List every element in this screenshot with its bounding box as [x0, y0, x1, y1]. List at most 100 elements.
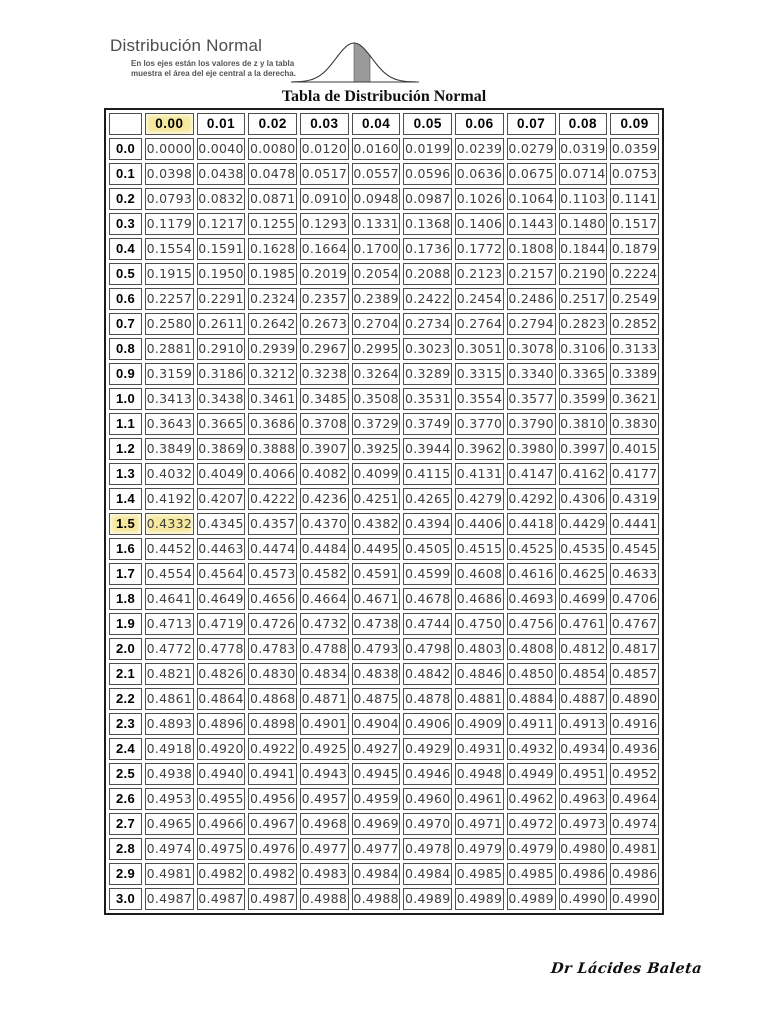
table-cell: 0.4965: [145, 813, 194, 835]
table-cell: 0.0596: [403, 163, 453, 185]
table-cell: 0.4854: [558, 663, 608, 685]
table-cell: 0.4952: [610, 763, 659, 785]
table-cell: 0.4901: [300, 713, 349, 735]
normal-curve-icon: [291, 42, 419, 83]
table-row-z-0.6: 0.6 0.2257 0.2291 0.2324 0.2357 0.2389 0.2422 0…: [109, 288, 659, 310]
table-cell: 0.2190: [558, 263, 608, 285]
table-cell: 0.4916: [610, 713, 659, 735]
table-row-z-1.9: 1.9 0.4713 0.4719 0.4726 0.4732 0.4738 0.4744 0…: [109, 613, 659, 635]
table-row-z-0.9: 0.9 0.3159 0.3186 0.3212 0.3238 0.3264 0.3289 0…: [109, 363, 659, 385]
table-cell: 0.4982: [248, 863, 298, 885]
table-cell: 0.4949: [506, 763, 556, 785]
table-cell: 0.3264: [351, 363, 401, 385]
table-cell: 0.4474: [248, 538, 298, 560]
col-header-0.05: 0.05: [403, 113, 453, 135]
table-cell: 0.1808: [506, 238, 556, 260]
table-cell: 0.2764: [455, 313, 504, 335]
table-cell: 0.0675: [506, 163, 556, 185]
table-cell: 0.4671: [351, 588, 401, 610]
col-header-0.02: 0.02: [248, 113, 298, 135]
table-cell: 0.4608: [455, 563, 504, 585]
table-cell: 0.4808: [506, 638, 556, 660]
table-row-z-0.0: 0.0 0.0000 0.0040 0.0080 0.0120 0.0160 0.0199 0…: [109, 138, 659, 160]
table-cell: 0.4812: [558, 638, 608, 660]
table-cell: 0.0199: [403, 138, 453, 160]
table-cell: 0.1255: [248, 213, 298, 235]
table-cell: 0.4971: [455, 813, 504, 835]
col-header-0.06: 0.06: [455, 113, 504, 135]
table-cell: 0.4868: [248, 688, 298, 710]
table-cell: 0.3749: [403, 413, 453, 435]
row-header-1.3: 1.3: [109, 463, 142, 485]
table-cell: 0.4976: [248, 838, 298, 860]
table-cell: 0.4864: [196, 688, 246, 710]
table-row-z-2.8: 2.8 0.4974 0.4975 0.4976 0.4977 0.4977 0.4978 0…: [109, 838, 659, 860]
table-row-z-2.2: 2.2 0.4861 0.4864 0.4868 0.4871 0.4875 0.4878 0…: [109, 688, 659, 710]
table-cell: 0.4893: [145, 713, 194, 735]
table-cell: 0.4983: [300, 863, 349, 885]
table-cell: 0.4857: [610, 663, 659, 685]
table-row-z-2.3: 2.3 0.4893 0.4896 0.4898 0.4901 0.4904 0.4906 0…: [109, 713, 659, 735]
table-row-z-2.7: 2.7 0.4965 0.4966 0.4967 0.4968 0.4969 0.4970 0…: [109, 813, 659, 835]
table-cell: 0.4989: [403, 888, 453, 910]
table-cell: 0.3438: [196, 388, 246, 410]
table-cell: 0.1915: [145, 263, 194, 285]
table-cell: 0.4977: [300, 838, 349, 860]
table-cell: 0.4922: [248, 738, 298, 760]
table-cell: 0.4842: [403, 663, 453, 685]
table-row-z-1.7: 1.7 0.4554 0.4564 0.4573 0.4582 0.4591 0.4599 0…: [109, 563, 659, 585]
table-cell: 0.3212: [248, 363, 298, 385]
table-cell: 0.3665: [196, 413, 246, 435]
table-cell: 0.0438: [196, 163, 246, 185]
table-cell: 0.4803: [455, 638, 504, 660]
table-cell: 0.4913: [558, 713, 608, 735]
table-cell: 0.0793: [145, 188, 194, 210]
table-cell: 0.4370: [300, 513, 349, 535]
table-cell: 0.4599: [403, 563, 453, 585]
col-header-0.08: 0.08: [558, 113, 608, 135]
table-cell: 0.4951: [558, 763, 608, 785]
table-cell: 0.1844: [558, 238, 608, 260]
row-header-2.3: 2.3: [109, 713, 142, 735]
table-row-z-3.0: 3.0 0.4987 0.4987 0.4987 0.4988 0.4988 0.4989 0…: [109, 888, 659, 910]
table-cell: 0.0636: [455, 163, 504, 185]
table-cell: 0.2357: [300, 288, 349, 310]
table-cell: 0.4984: [351, 863, 401, 885]
table-cell: 0.4948: [455, 763, 504, 785]
table-cell: 0.4946: [403, 763, 453, 785]
row-header-0.7: 0.7: [109, 313, 142, 335]
table-cell: 0.0987: [403, 188, 453, 210]
table-cell: 0.4943: [300, 763, 349, 785]
table-cell: 0.3461: [248, 388, 298, 410]
table-row-z-1.3: 1.3 0.4032 0.4049 0.4066 0.4082 0.4099 0.4115 0…: [109, 463, 659, 485]
table-cell: 0.4990: [610, 888, 659, 910]
table-cell: 0.4940: [196, 763, 246, 785]
table-row-z-1.5: 1.5 0.4332 0.4345 0.4357 0.4370 0.4382 0.4394 0…: [109, 513, 659, 535]
table-cell: 0.4535: [558, 538, 608, 560]
table-cell: 0.4015: [610, 438, 659, 460]
table-cell: 0.2291: [196, 288, 246, 310]
row-header-2.7: 2.7: [109, 813, 142, 835]
col-header-0.07: 0.07: [506, 113, 556, 135]
table-cell: 0.3888: [248, 438, 298, 460]
table-cell: 0.2224: [610, 263, 659, 285]
table-cell: 0.0040: [196, 138, 246, 160]
table-cell: 0.4693: [506, 588, 556, 610]
table-cell: 0.2517: [558, 288, 608, 310]
row-header-1.0: 1.0: [109, 388, 142, 410]
table-cell: 0.4871: [300, 688, 349, 710]
table-cell: 0.4793: [351, 638, 401, 660]
table-cell: 0.4279: [455, 488, 504, 510]
table-cell: 0.2088: [403, 263, 453, 285]
row-header-0.6: 0.6: [109, 288, 142, 310]
table-cell: 0.4973: [558, 813, 608, 835]
table-cell: 0.1406: [455, 213, 504, 235]
table-cell: 0.4906: [403, 713, 453, 735]
table-cell: 0.2611: [196, 313, 246, 335]
normal-distribution-table: 0.00 0.01 0.02 0.03 0.04 0.05 0.06 0.07 0.08 0.09…: [104, 108, 664, 915]
row-header-0.5: 0.5: [109, 263, 142, 285]
table-cell: 0.3554: [455, 388, 504, 410]
table-cell: 0.4678: [403, 588, 453, 610]
table-cell: 0.2019: [300, 263, 349, 285]
